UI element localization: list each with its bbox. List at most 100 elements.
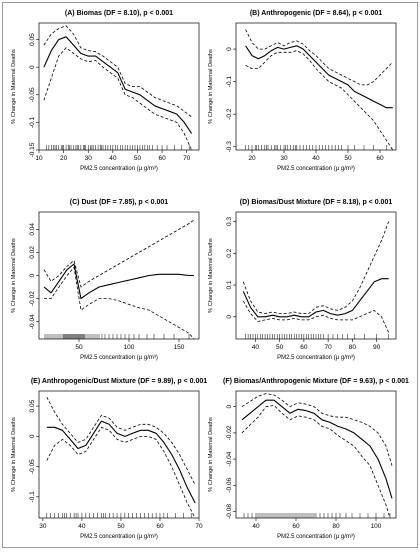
upper-ci-line bbox=[241, 393, 393, 466]
panel-title: (A) Biomas (DF = 8.10), p < 0.001 bbox=[65, 10, 173, 17]
panel-c: (C) Dust (DF = 7.85), p < 0.001 50 100 150 -… bbox=[11, 199, 200, 361]
series-group bbox=[46, 396, 196, 518]
y-tick-label: 0 bbox=[226, 405, 233, 409]
panel-title: (D) Biomas/Dust Mixture (DF = 8.18), p <… bbox=[240, 199, 393, 206]
upper-ci-line bbox=[43, 219, 195, 288]
y-axis-label: % Change in Maternal Deaths bbox=[11, 238, 17, 313]
panel-b: (B) Anthropogenic (DF = 8.64), p < 0.001… bbox=[208, 10, 397, 172]
x-tick-label: 60 bbox=[376, 155, 384, 162]
y-tick-label: -0.06 bbox=[226, 477, 233, 492]
upper-ci-line bbox=[46, 396, 196, 485]
x-tick-label: 90 bbox=[373, 344, 381, 351]
lower-ci-line bbox=[43, 47, 192, 150]
panel-a: (A) Biomas (DF = 8.10), p < 0.001 10 20 30 4… bbox=[11, 10, 200, 172]
y-tick-label: 0.02 bbox=[29, 246, 36, 259]
y-tick-label: -0.05 bbox=[29, 459, 36, 474]
x-tick-label: 50 bbox=[344, 155, 352, 162]
x-tick-label: 50 bbox=[134, 155, 142, 162]
series-group bbox=[245, 29, 394, 150]
lower-ci-line bbox=[245, 50, 394, 150]
x-tick-label: 40 bbox=[78, 523, 86, 530]
figure-canvas: (A) Biomas (DF = 8.10), p < 0.001 10 20 30 4… bbox=[11, 10, 409, 540]
panel-title: (F) Biomas/Anthropogenic Mixture (DF = 9… bbox=[223, 378, 409, 385]
y-axis-label: % Change in Maternal Deaths bbox=[208, 49, 214, 124]
y-tick-label: 0 bbox=[29, 273, 36, 277]
x-tick-label: 60 bbox=[158, 155, 166, 162]
y-tick-label: 0.05 bbox=[29, 399, 36, 412]
series-group bbox=[242, 221, 390, 333]
y-tick-label: 0 bbox=[29, 434, 36, 438]
panel-title: (B) Anthropogenic (DF = 8.64), p < 0.001 bbox=[250, 10, 382, 17]
y-tick-label: 0.2 bbox=[226, 248, 233, 257]
x-tick-label: 40 bbox=[252, 523, 260, 530]
plot-box bbox=[38, 22, 200, 151]
y-tick-label: -0.02 bbox=[29, 291, 36, 306]
y-tick-label: -0.1 bbox=[226, 76, 233, 88]
panel-f: (F) Biomas/Anthropogenic Mixture (DF = 9… bbox=[208, 378, 409, 540]
x-tick-label: 50 bbox=[117, 523, 125, 530]
estimate-line bbox=[43, 263, 194, 300]
y-tick-label: 0.1 bbox=[226, 280, 233, 289]
x-tick-label: 70 bbox=[325, 344, 333, 351]
x-tick-label: 20 bbox=[60, 155, 68, 162]
lower-ci-line bbox=[44, 266, 195, 339]
estimate-line bbox=[241, 399, 393, 499]
estimate-line bbox=[242, 278, 389, 318]
y-tick-label: -0.04 bbox=[29, 314, 36, 329]
x-tick-label: 60 bbox=[300, 344, 308, 351]
x-axis-label: PM2.5 concentration (µ g/m³) bbox=[80, 355, 158, 361]
panel-title: (C) Dust (DF = 7.85), p < 0.001 bbox=[70, 199, 169, 206]
y-axis-label: % Change in Maternal Deaths bbox=[208, 238, 214, 313]
figure-frame: (A) Biomas (DF = 8.10), p < 0.001 10 20 30 4… bbox=[2, 2, 418, 548]
x-tick-label: 40 bbox=[312, 155, 320, 162]
x-axis-label: PM2.5 concentration (µ g/m³) bbox=[80, 534, 158, 540]
x-tick-label: 50 bbox=[276, 344, 284, 351]
x-axis-label: PM2.5 concentration (µ g/m³) bbox=[277, 166, 355, 172]
y-tick-label: -0.04 bbox=[226, 451, 233, 466]
estimate-line bbox=[46, 420, 196, 504]
y-tick-label: -0.1 bbox=[29, 116, 36, 128]
plot-box bbox=[235, 22, 397, 151]
upper-ci-line bbox=[245, 29, 394, 86]
series-group bbox=[43, 219, 195, 339]
y-tick-label: -0.15 bbox=[29, 142, 36, 157]
y-tick-label: -0.02 bbox=[226, 425, 233, 440]
estimate-line bbox=[245, 45, 393, 109]
x-tick-label: 50 bbox=[75, 344, 83, 351]
x-tick-label: 20 bbox=[248, 155, 256, 162]
x-tick-label: 80 bbox=[349, 344, 357, 351]
upper-ci-line bbox=[43, 25, 192, 118]
x-tick-label: 40 bbox=[252, 344, 260, 351]
lower-ci-line bbox=[241, 404, 391, 518]
y-tick-label: 0.04 bbox=[29, 223, 36, 236]
plot-box bbox=[235, 211, 397, 340]
y-tick-label: -0.05 bbox=[29, 87, 36, 102]
y-tick-label: 0 bbox=[226, 47, 233, 51]
y-axis-label: % Change in Maternal Deaths bbox=[208, 417, 214, 492]
y-tick-label: 0.3 bbox=[226, 217, 233, 226]
estimate-line bbox=[43, 36, 193, 134]
x-tick-label: 80 bbox=[332, 523, 340, 530]
x-axis-label: PM2.5 concentration (µ g/m³) bbox=[277, 355, 355, 361]
panel-title: (E) Anthropogenic/Dust Mixture (DF = 9.8… bbox=[31, 378, 207, 385]
y-tick-label: 0 bbox=[29, 65, 36, 69]
x-tick-label: 100 bbox=[371, 523, 382, 530]
x-tick-label: 10 bbox=[35, 155, 43, 162]
upper-ci-line bbox=[242, 221, 390, 315]
lower-ci-line bbox=[46, 426, 196, 518]
lower-ci-line bbox=[242, 300, 390, 333]
x-tick-label: 70 bbox=[183, 155, 191, 162]
x-tick-label: 60 bbox=[292, 523, 300, 530]
x-tick-label: 30 bbox=[85, 155, 93, 162]
y-tick-label: -0.2 bbox=[226, 108, 233, 120]
panel-d: (D) Biomas/Dust Mixture (DF = 8.18), p <… bbox=[208, 199, 397, 361]
x-tick-label: 30 bbox=[280, 155, 288, 162]
x-axis-label: PM2.5 concentration (µ g/m³) bbox=[80, 166, 158, 172]
x-tick-label: 40 bbox=[109, 155, 117, 162]
y-tick-label: 0.05 bbox=[29, 33, 36, 46]
x-tick-label: 100 bbox=[124, 344, 135, 351]
y-tick-label: -0.3 bbox=[226, 141, 233, 153]
y-tick-label: -0.1 bbox=[29, 491, 36, 503]
series-group bbox=[241, 393, 393, 518]
x-tick-label: 30 bbox=[39, 523, 47, 530]
